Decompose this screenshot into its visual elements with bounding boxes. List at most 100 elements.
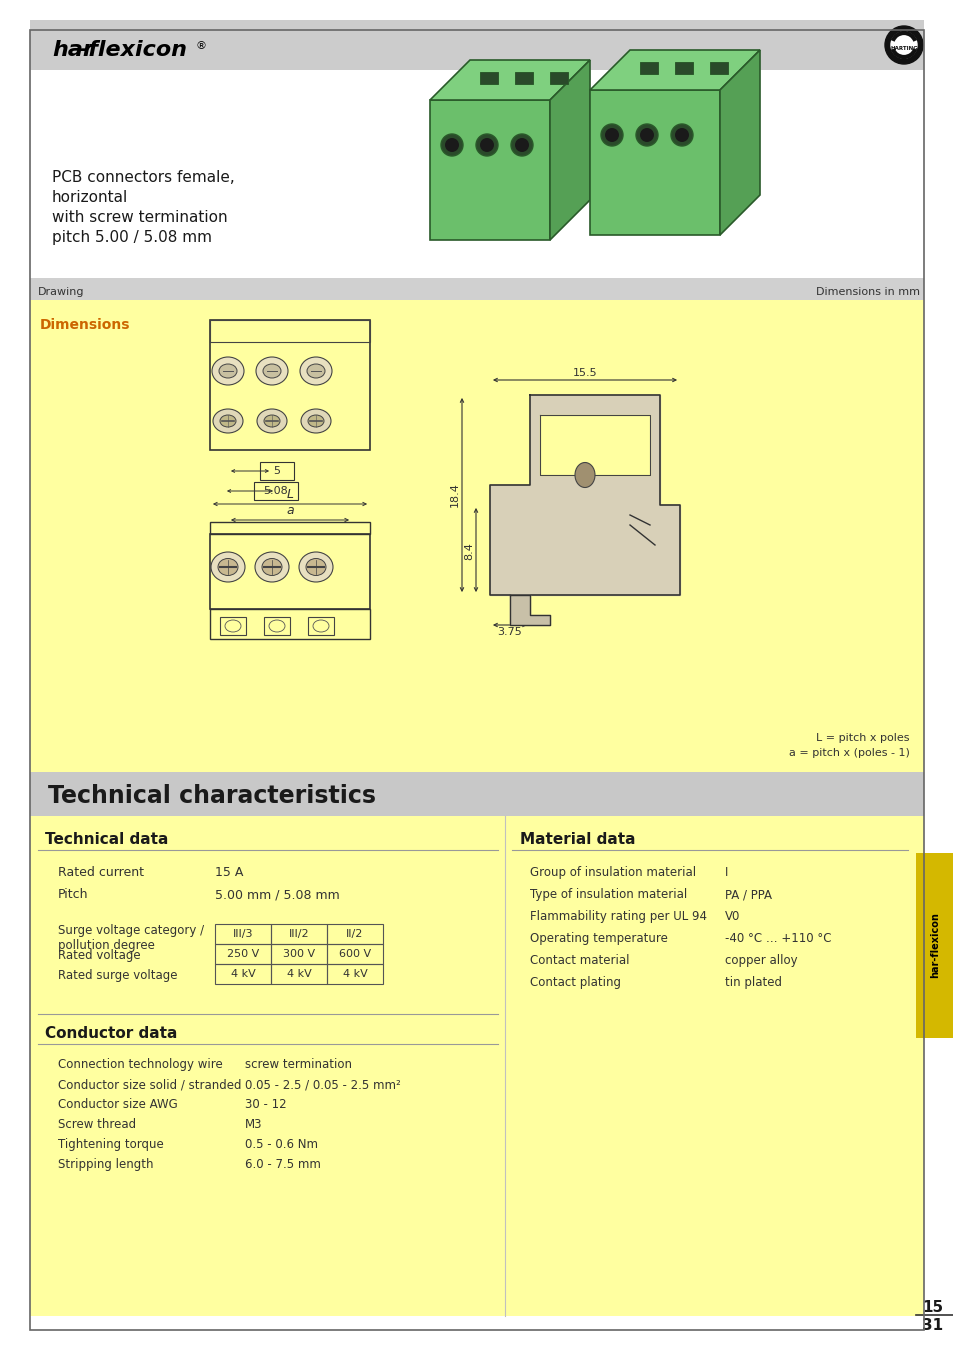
Text: copper alloy: copper alloy bbox=[724, 954, 797, 967]
Text: Conductor data: Conductor data bbox=[45, 1026, 177, 1041]
Text: pitch 5.00 / 5.08 mm: pitch 5.00 / 5.08 mm bbox=[52, 230, 212, 244]
Text: 6.0 - 7.5 mm: 6.0 - 7.5 mm bbox=[245, 1158, 320, 1170]
Text: Contact material: Contact material bbox=[530, 954, 629, 967]
Bar bbox=[271, 944, 327, 964]
Bar bbox=[709, 62, 727, 74]
Ellipse shape bbox=[515, 138, 529, 153]
Text: with screw termination: with screw termination bbox=[52, 211, 228, 225]
Text: 30 - 12: 30 - 12 bbox=[245, 1098, 286, 1111]
Text: PCB connectors female,: PCB connectors female, bbox=[52, 170, 234, 185]
Ellipse shape bbox=[264, 414, 280, 427]
Polygon shape bbox=[550, 59, 589, 240]
Text: L = pitch x poles: L = pitch x poles bbox=[816, 733, 909, 743]
Text: I: I bbox=[724, 865, 727, 879]
Polygon shape bbox=[510, 595, 550, 625]
Circle shape bbox=[890, 32, 916, 58]
Text: III/2: III/2 bbox=[289, 929, 309, 940]
Text: Dimensions in mm: Dimensions in mm bbox=[815, 288, 919, 297]
Ellipse shape bbox=[254, 552, 289, 582]
Bar bbox=[30, 70, 923, 278]
Polygon shape bbox=[589, 90, 720, 235]
Text: 15 A: 15 A bbox=[214, 865, 243, 879]
Text: 0.05 - 2.5 / 0.05 - 2.5 mm²: 0.05 - 2.5 / 0.05 - 2.5 mm² bbox=[245, 1079, 400, 1091]
Text: Pitch: Pitch bbox=[58, 888, 89, 900]
Text: L: L bbox=[286, 487, 294, 501]
Ellipse shape bbox=[440, 134, 462, 157]
Text: 5.00 mm / 5.08 mm: 5.00 mm / 5.08 mm bbox=[214, 888, 339, 900]
Bar bbox=[210, 320, 370, 450]
Text: M3: M3 bbox=[245, 1118, 262, 1131]
Text: 5: 5 bbox=[274, 466, 280, 477]
Bar bbox=[30, 20, 923, 70]
Bar bbox=[271, 964, 327, 984]
Text: HARTING: HARTING bbox=[889, 46, 917, 51]
Bar bbox=[30, 772, 923, 815]
Text: 15: 15 bbox=[921, 1300, 943, 1315]
Ellipse shape bbox=[301, 409, 331, 433]
Bar bbox=[327, 964, 382, 984]
Ellipse shape bbox=[604, 128, 618, 142]
Text: 31: 31 bbox=[921, 1318, 943, 1332]
Text: har: har bbox=[52, 40, 93, 59]
Text: Screw thread: Screw thread bbox=[58, 1118, 136, 1131]
Text: Contact plating: Contact plating bbox=[530, 976, 620, 990]
Text: Conductor size AWG: Conductor size AWG bbox=[58, 1098, 177, 1111]
Text: Connection technology wire: Connection technology wire bbox=[58, 1058, 222, 1071]
Bar bbox=[264, 617, 290, 634]
Ellipse shape bbox=[307, 364, 325, 378]
Ellipse shape bbox=[219, 364, 236, 378]
Polygon shape bbox=[430, 59, 589, 100]
Text: -40 °C … +110 °C: -40 °C … +110 °C bbox=[724, 931, 831, 945]
Text: Stripping length: Stripping length bbox=[58, 1158, 153, 1170]
Polygon shape bbox=[720, 50, 760, 235]
Ellipse shape bbox=[639, 128, 654, 142]
Bar bbox=[214, 964, 271, 984]
Bar bbox=[515, 72, 533, 84]
Text: 8.4: 8.4 bbox=[463, 543, 474, 560]
Text: 5.08: 5.08 bbox=[263, 486, 288, 495]
Ellipse shape bbox=[476, 134, 497, 157]
Bar bbox=[253, 482, 297, 500]
Polygon shape bbox=[490, 396, 679, 595]
Text: 15.5: 15.5 bbox=[572, 369, 597, 378]
Bar bbox=[479, 72, 497, 84]
Ellipse shape bbox=[575, 463, 595, 487]
Circle shape bbox=[884, 26, 923, 63]
Ellipse shape bbox=[444, 138, 458, 153]
Text: Technical data: Technical data bbox=[45, 832, 168, 846]
Ellipse shape bbox=[479, 138, 494, 153]
Bar bbox=[271, 923, 327, 944]
Text: 3.75: 3.75 bbox=[497, 626, 522, 637]
Text: II/2: II/2 bbox=[346, 929, 363, 940]
Ellipse shape bbox=[670, 124, 692, 146]
Polygon shape bbox=[539, 414, 649, 475]
Bar bbox=[550, 72, 567, 84]
Ellipse shape bbox=[636, 124, 658, 146]
Ellipse shape bbox=[675, 128, 688, 142]
Ellipse shape bbox=[308, 414, 324, 427]
Text: Surge voltage category /: Surge voltage category / bbox=[58, 923, 204, 937]
Text: 600 V: 600 V bbox=[338, 949, 371, 958]
Bar bbox=[327, 944, 382, 964]
Bar bbox=[30, 300, 923, 772]
Text: ®: ® bbox=[195, 40, 207, 51]
Text: horizontal: horizontal bbox=[52, 190, 128, 205]
Ellipse shape bbox=[220, 414, 235, 427]
Text: Type of insulation material: Type of insulation material bbox=[530, 888, 686, 900]
Text: 300 V: 300 V bbox=[283, 949, 314, 958]
Bar bbox=[210, 535, 370, 609]
Ellipse shape bbox=[600, 124, 622, 146]
Bar bbox=[675, 62, 692, 74]
Polygon shape bbox=[589, 50, 760, 90]
Text: Rated current: Rated current bbox=[58, 865, 144, 879]
Text: -flexicon: -flexicon bbox=[79, 40, 187, 59]
Ellipse shape bbox=[306, 559, 326, 575]
Text: pollution degree: pollution degree bbox=[58, 940, 154, 952]
Ellipse shape bbox=[299, 356, 332, 385]
Text: III/3: III/3 bbox=[233, 929, 253, 940]
Bar bbox=[210, 609, 370, 639]
Text: Dimensions: Dimensions bbox=[40, 319, 131, 332]
Text: 250 V: 250 V bbox=[227, 949, 259, 958]
Ellipse shape bbox=[511, 134, 533, 157]
Text: a: a bbox=[286, 504, 294, 517]
